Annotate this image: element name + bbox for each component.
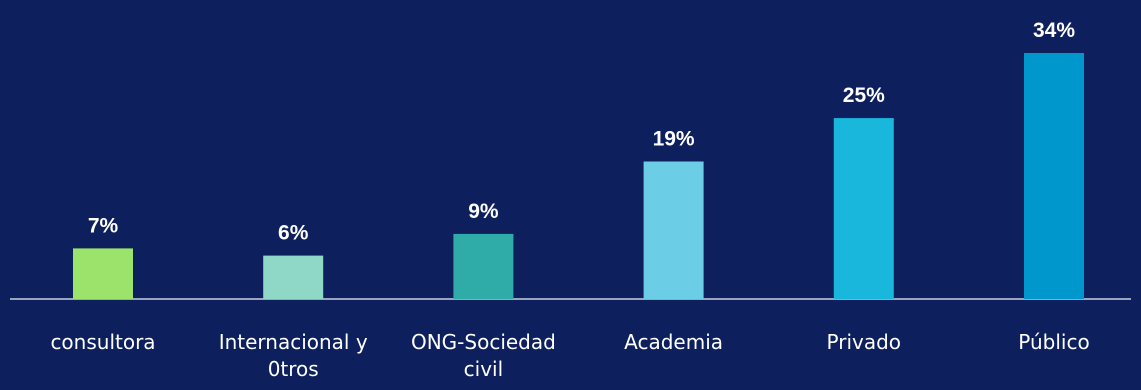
category-label-2-line-0: ONG-Sociedad	[411, 330, 556, 354]
category-label-2-line-1: civil	[464, 357, 504, 381]
category-label-4: Privado	[827, 330, 902, 354]
value-labels-group: 7% 6% 9% 19% 25% 34%	[88, 19, 1076, 245]
bars-group	[73, 53, 1084, 299]
bar-value-label-1: 6%	[278, 222, 309, 245]
category-label-0: consultora	[50, 330, 155, 354]
bar-value-label-2: 9%	[468, 200, 499, 223]
bar-1	[263, 255, 324, 299]
bar-2	[453, 233, 514, 299]
bar-value-label-5: 34%	[1033, 19, 1075, 42]
bar-3	[643, 161, 704, 299]
bar-5	[1024, 53, 1084, 299]
category-label-5: Público	[1018, 330, 1089, 354]
category-label-1-line-0: Internacional y	[219, 330, 368, 354]
bar-value-label-4: 25%	[843, 84, 885, 107]
bar-0	[73, 248, 133, 299]
bar-value-label-0: 7%	[88, 214, 119, 237]
bar-value-label-3: 19%	[653, 128, 695, 151]
category-label-3: Academia	[624, 330, 723, 354]
bar-4	[833, 118, 894, 299]
category-label-1-line-1: 0tros	[268, 357, 319, 381]
category-labels-group: consultora Internacional y 0tros ONG-Socied…	[50, 330, 1089, 381]
